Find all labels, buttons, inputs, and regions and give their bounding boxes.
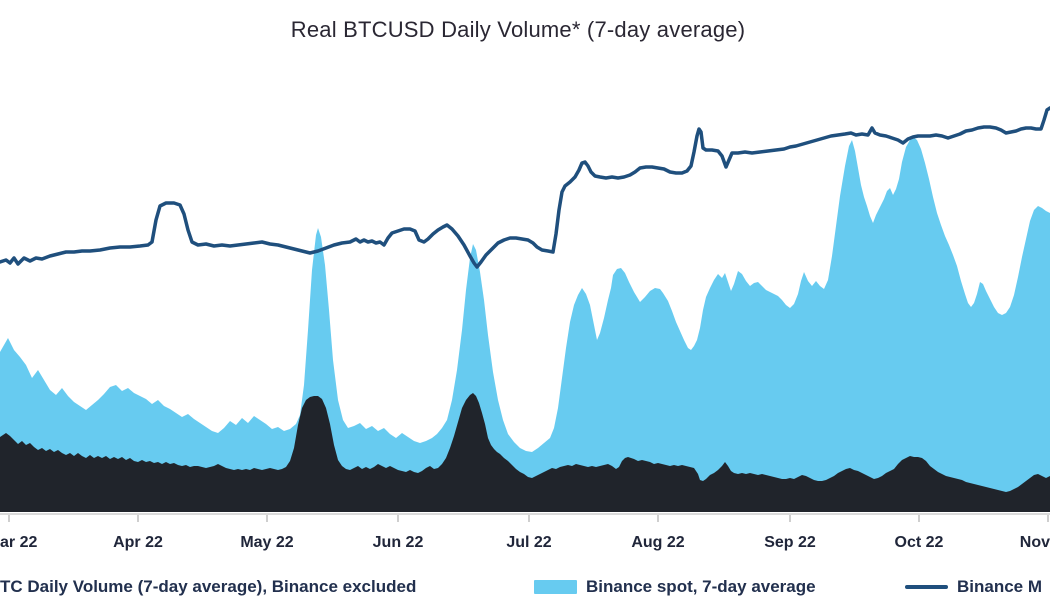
x-axis-label: Nov <box>1019 534 1050 551</box>
binance-spot-area-series <box>0 137 1050 512</box>
x-axis-line <box>0 513 1050 515</box>
chart-legend: TC Daily Volume (7-day average), Binance… <box>0 574 1050 600</box>
x-axis-label: Sep 22 <box>764 534 816 551</box>
x-axis-label: Apr 22 <box>113 534 163 551</box>
legend-label: TC Daily Volume (7-day average), Binance… <box>0 577 417 596</box>
legend-label: Binance spot, 7-day average <box>586 577 816 596</box>
x-axis-tick <box>397 515 399 522</box>
x-axis-tick <box>918 515 920 522</box>
binance-market-share-line-series <box>0 106 1050 269</box>
x-axis-label: May 22 <box>240 534 294 551</box>
legend-area-swatch <box>534 580 577 594</box>
chart-title: Real BTCUSD Daily Volume* (7-day average… <box>290 17 746 42</box>
x-axis-tick <box>137 515 139 522</box>
x-axis-tick <box>657 515 659 522</box>
legend-item: TC Daily Volume (7-day average), Binance… <box>0 574 416 600</box>
legend-label: Binance M <box>957 577 1043 596</box>
x-axis-tick <box>528 515 530 522</box>
x-axis-label: ar 22 <box>0 534 38 551</box>
legend-line-swatch <box>905 585 948 589</box>
x-axis-label: Jul 22 <box>506 534 552 551</box>
legend-item: Binance spot, 7-day average <box>534 574 816 600</box>
x-axis-label: Jun 22 <box>372 534 424 551</box>
legend-item: Binance M <box>905 574 1042 600</box>
x-axis-tick <box>789 515 791 522</box>
x-axis-tick <box>8 515 10 522</box>
x-axis-label: Oct 22 <box>894 534 944 551</box>
x-axis-label: Aug 22 <box>631 534 685 551</box>
x-axis-tick <box>266 515 268 522</box>
x-axis-tick <box>1047 515 1049 522</box>
excluded-volume-area-series <box>0 393 1050 512</box>
